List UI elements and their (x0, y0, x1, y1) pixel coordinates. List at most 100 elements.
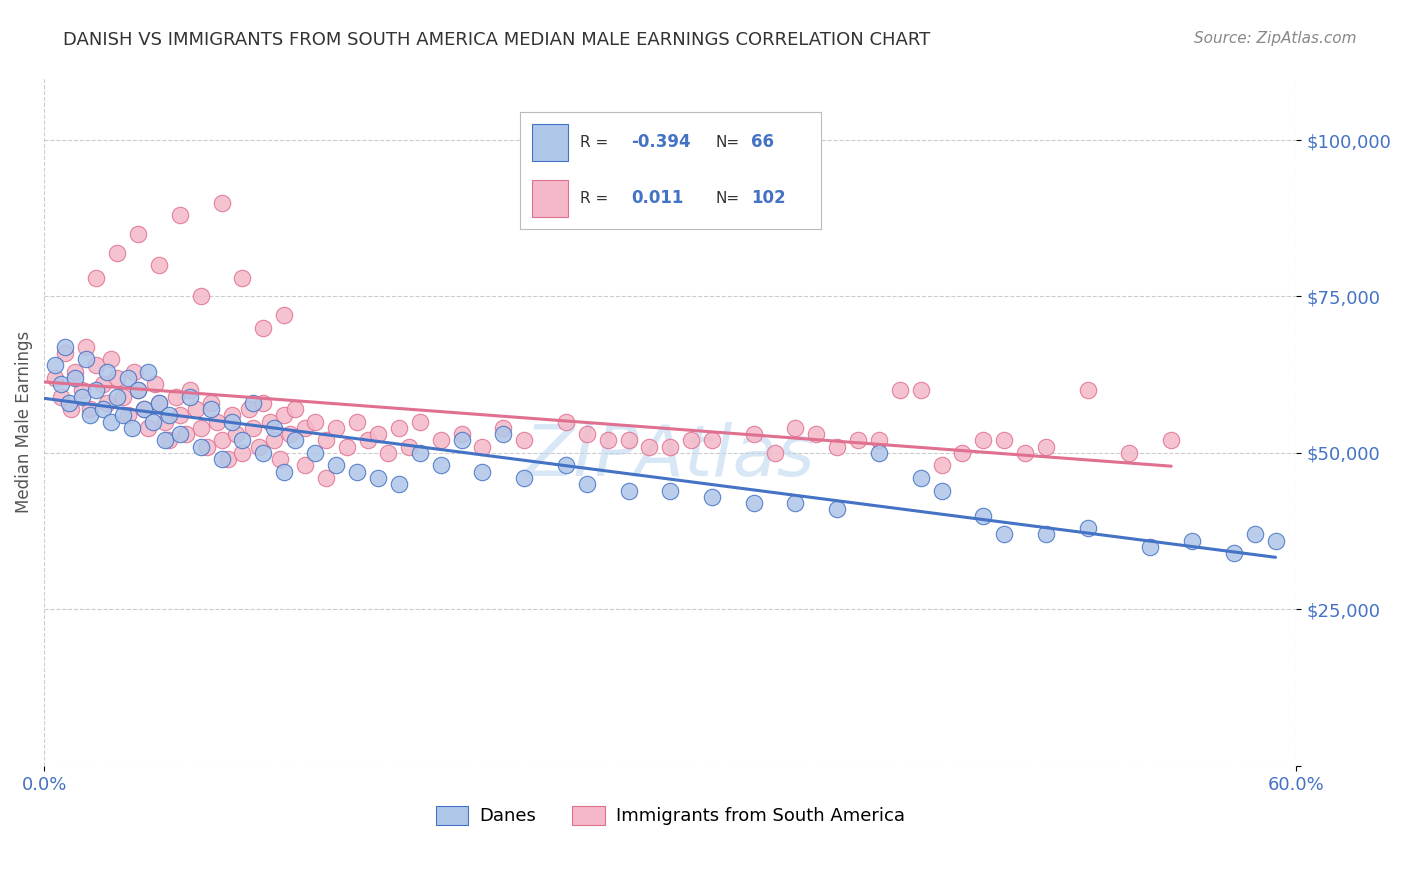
Point (1035, 440, 1057, 454)
Point (179, 384, 201, 398)
Point (100, 415, 122, 429)
Point (44, 359, 66, 373)
Point (221, 415, 243, 429)
Point (409, 415, 432, 429)
Text: ZIPAtlas: ZIPAtlas (524, 422, 815, 491)
Point (617, 434, 640, 448)
Point (84, 270, 107, 285)
Point (134, 402, 156, 417)
Point (148, 258, 170, 272)
Point (190, 289, 212, 303)
Point (763, 446, 786, 460)
Point (169, 409, 191, 423)
Point (263, 434, 285, 448)
Text: DANISH VS IMMIGRANTS FROM SOUTH AMERICA MEDIAN MALE EARNINGS CORRELATION CHART: DANISH VS IMMIGRANTS FROM SOUTH AMERICA … (63, 31, 931, 49)
Point (79, 402, 101, 417)
Text: Source: ZipAtlas.com: Source: ZipAtlas.com (1194, 31, 1357, 46)
Point (225, 427, 247, 442)
Point (231, 270, 253, 285)
Point (575, 477, 598, 491)
Point (575, 427, 598, 442)
Point (273, 409, 295, 423)
Point (304, 446, 326, 460)
Point (263, 421, 285, 435)
Point (284, 402, 307, 417)
Point (148, 396, 170, 410)
Point (231, 434, 253, 448)
Point (169, 208, 191, 222)
Point (79, 409, 101, 423)
Point (211, 452, 233, 467)
Point (238, 402, 260, 417)
Point (889, 384, 911, 398)
Point (492, 427, 515, 442)
Point (993, 527, 1015, 541)
Point (471, 440, 494, 454)
Point (910, 471, 932, 485)
Point (1181, 533, 1204, 548)
Point (471, 465, 494, 479)
Point (910, 384, 932, 398)
Point (127, 384, 149, 398)
Point (972, 508, 994, 523)
Point (190, 421, 212, 435)
Point (148, 396, 170, 410)
Point (117, 409, 139, 423)
Point (554, 458, 576, 473)
Point (58, 396, 80, 410)
Point (596, 434, 619, 448)
Point (742, 496, 765, 510)
Point (49, 377, 72, 392)
Point (429, 458, 451, 473)
Point (931, 458, 953, 473)
Point (1035, 527, 1057, 541)
Point (157, 409, 180, 423)
Point (169, 427, 191, 442)
Point (346, 465, 368, 479)
Point (700, 490, 723, 504)
Point (122, 365, 145, 379)
Point (84, 359, 107, 373)
Point (785, 496, 807, 510)
Point (367, 471, 389, 485)
Point (242, 421, 264, 435)
Point (659, 483, 682, 498)
Point (952, 446, 974, 460)
Point (700, 434, 723, 448)
Point (617, 483, 640, 498)
Point (513, 471, 536, 485)
Point (825, 502, 848, 516)
Point (242, 396, 264, 410)
Point (304, 415, 326, 429)
Point (388, 477, 411, 491)
Point (211, 434, 233, 448)
Point (377, 446, 399, 460)
Point (1223, 546, 1246, 560)
Point (91, 402, 114, 417)
Point (252, 320, 274, 334)
Point (846, 434, 869, 448)
Point (294, 458, 316, 473)
Point (868, 446, 890, 460)
Point (1077, 384, 1099, 398)
Point (806, 427, 828, 442)
Point (269, 452, 291, 467)
Point (315, 434, 337, 448)
Point (554, 415, 576, 429)
Point (121, 421, 143, 435)
Point (200, 402, 222, 417)
Point (100, 352, 122, 367)
Point (742, 427, 765, 442)
Point (409, 446, 432, 460)
Point (1264, 533, 1286, 548)
Point (388, 421, 411, 435)
Point (53, 346, 76, 360)
Point (825, 440, 848, 454)
Point (931, 483, 953, 498)
Point (273, 308, 295, 322)
Point (96, 365, 118, 379)
Point (217, 452, 239, 467)
Point (174, 427, 197, 442)
Point (157, 434, 180, 448)
Point (294, 421, 316, 435)
